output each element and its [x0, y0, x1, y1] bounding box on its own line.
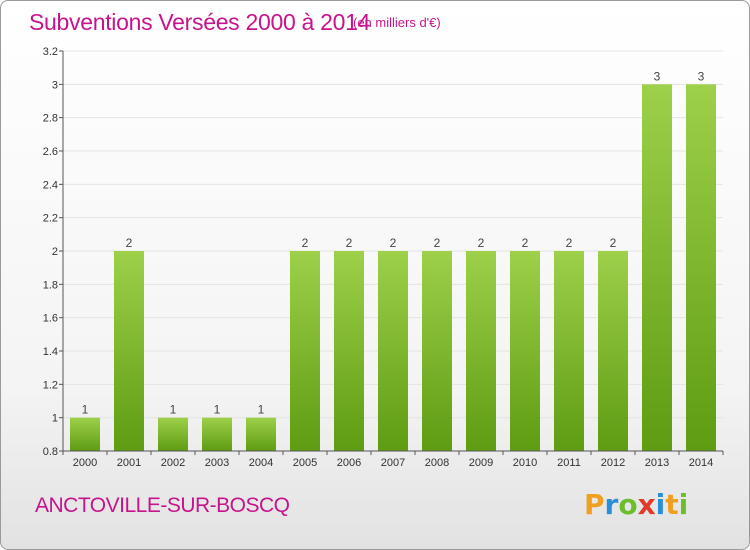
commune-name: ANCTOVILLE-SUR-BOSCQ	[35, 494, 290, 517]
x-tick-label: 2006	[337, 457, 361, 469]
y-tick-label: 2.2	[43, 213, 58, 225]
y-tick-label: 1.4	[43, 346, 58, 358]
x-tick-label: 2001	[117, 457, 141, 469]
bar	[378, 251, 408, 451]
bar	[422, 251, 452, 451]
logo-letter: x	[637, 488, 656, 521]
bar-value-label: 1	[258, 403, 265, 417]
x-tick-label: 2004	[249, 457, 273, 469]
y-tick-label: 1.8	[43, 279, 58, 291]
logo-letter: r	[604, 488, 619, 521]
bar-value-label: 2	[478, 236, 485, 250]
y-tick-label: 2.6	[43, 146, 58, 158]
bar	[598, 251, 628, 451]
bar-value-label: 1	[170, 403, 177, 417]
bar-value-label: 3	[654, 69, 661, 83]
y-tick-label: 0.8	[43, 446, 58, 458]
bar	[70, 417, 100, 451]
bar-value-label: 2	[522, 236, 529, 250]
y-tick-label: 3	[52, 79, 58, 91]
bar	[466, 251, 496, 451]
bar	[114, 251, 144, 451]
bar-value-label: 2	[126, 236, 133, 250]
x-tick-label: 2010	[513, 457, 537, 469]
bar	[158, 417, 188, 451]
bar	[642, 84, 672, 451]
logo-letter: t	[665, 488, 679, 521]
x-tick-label: 2012	[601, 457, 625, 469]
logo-letter: o	[618, 488, 638, 521]
bars	[70, 84, 716, 451]
y-tick-label: 2	[52, 246, 58, 258]
bar-value-label: 1	[214, 403, 221, 417]
y-tick-label: 1	[52, 413, 58, 425]
axes	[59, 50, 724, 455]
x-tick-label: 2014	[689, 457, 713, 469]
x-tick-label: 2002	[161, 457, 185, 469]
logo-letter: i	[655, 488, 666, 521]
bar-value-label: 2	[566, 236, 573, 250]
x-tick-label: 2013	[645, 457, 669, 469]
bar	[510, 251, 540, 451]
x-tick-label: 2005	[293, 457, 317, 469]
y-tick-label: 2.4	[43, 179, 58, 191]
y-tick-label: 1.6	[43, 313, 58, 325]
bar	[290, 251, 320, 451]
y-tick-label: 1.2	[43, 379, 58, 391]
x-tick-label: 2009	[469, 457, 493, 469]
x-tick-label: 2008	[425, 457, 449, 469]
x-tick-label: 2003	[205, 457, 229, 469]
bar	[686, 84, 716, 451]
x-tick-label: 2011	[557, 457, 581, 469]
chart-unit-subtitle: (en milliers d'€)	[353, 15, 441, 30]
proxiti-logo: Proxiti	[584, 488, 688, 521]
x-tick-label: 2007	[381, 457, 405, 469]
bar-value-label: 3	[698, 69, 705, 83]
bar	[554, 251, 584, 451]
bar	[334, 251, 364, 451]
bar-value-label: 2	[346, 236, 353, 250]
bar-value-label: 2	[390, 236, 397, 250]
bar-value-label: 1	[82, 403, 89, 417]
logo-letter: i	[678, 488, 689, 521]
bar-value-label: 2	[610, 236, 617, 250]
logo-letter: P	[584, 488, 605, 521]
bar-value-label: 2	[302, 236, 309, 250]
y-tick-label: 2.8	[43, 113, 58, 125]
x-tick-label: 2000	[73, 457, 97, 469]
bar-value-label: 2	[434, 236, 441, 250]
y-tick-label: 3.2	[43, 46, 58, 58]
bar	[246, 417, 276, 451]
chart-title: Subventions Versées 2000 à 2014	[29, 9, 371, 35]
labels: 0.8 1 1.2 1.4 1.6 1.8 2 2.2 2.4 2.6 2.8 3 3.2 1 2000 2 2…	[43, 46, 714, 469]
bar	[202, 417, 232, 451]
